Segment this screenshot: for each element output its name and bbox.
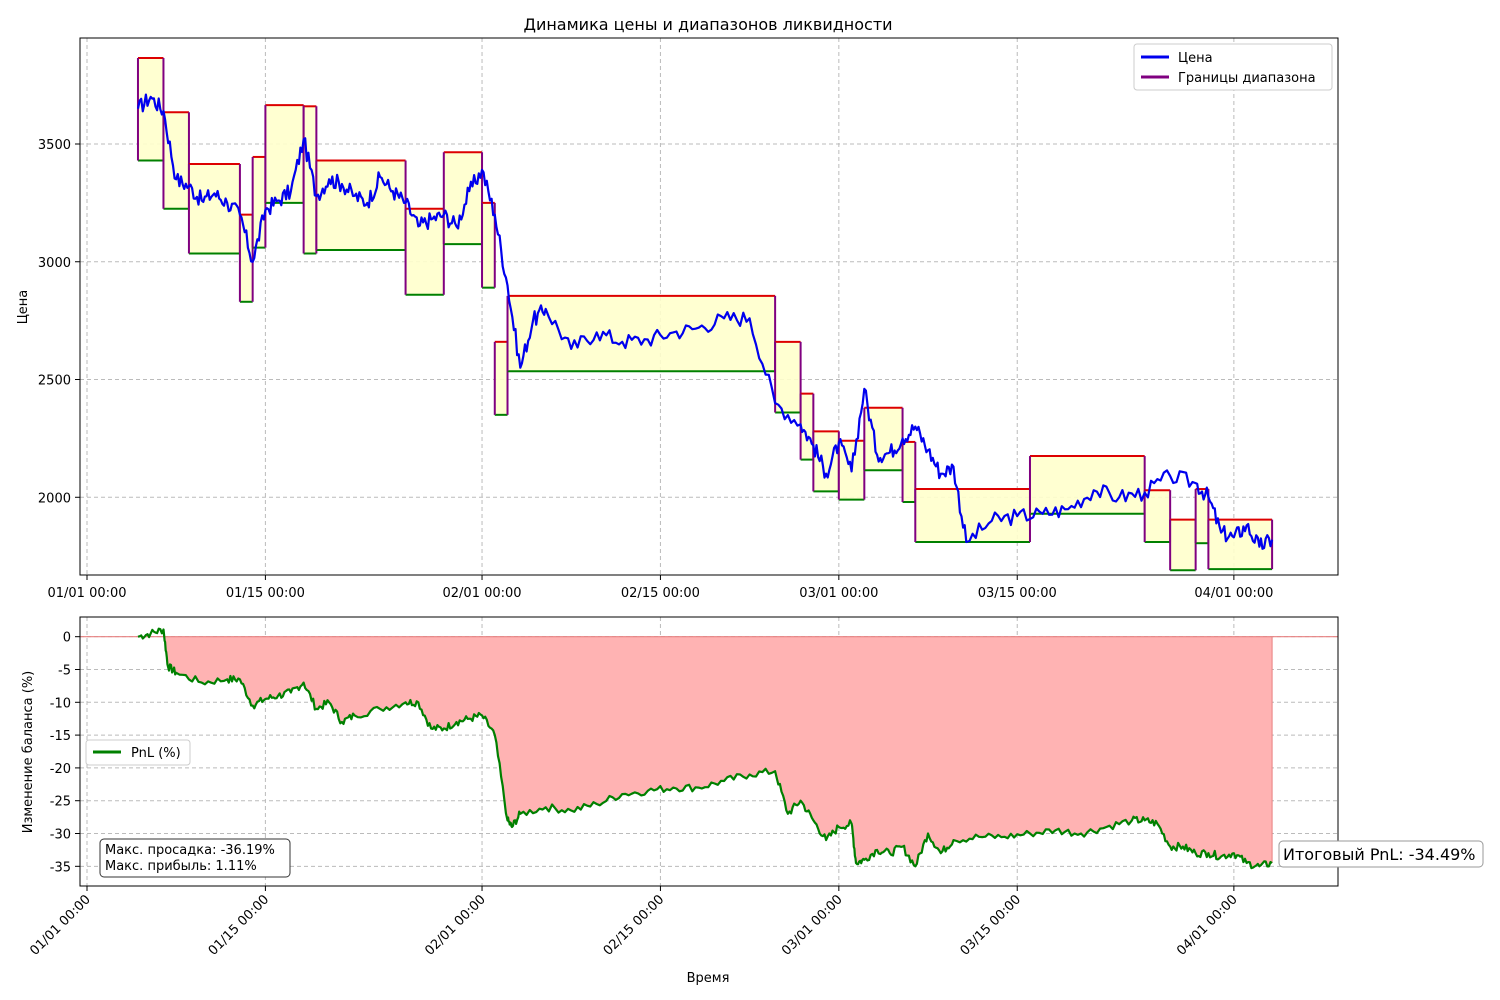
pnl-legend: PnL (%) [85, 739, 191, 766]
range-fill [1195, 489, 1209, 544]
pnl-x-tick-label: 02/01 00:00 [422, 892, 489, 959]
pnl-y-tick-label: -25 [50, 795, 71, 810]
pnl-x-tick-label: 04/01 00:00 [1174, 892, 1241, 959]
pnl-y-tick-label: -20 [50, 762, 71, 777]
stats-box-frame [99, 838, 291, 878]
range-fill [405, 208, 444, 295]
pnl-legend-label: PnL (%) [131, 746, 181, 761]
price-x-tick-label: 01/15 00:00 [226, 586, 305, 601]
price-legend-label: Цена [1178, 51, 1213, 66]
final-pnl-text: Итоговый PnL: -34.49% [1283, 845, 1476, 864]
range-fill [316, 160, 406, 250]
final-pnl-box: Итоговый PnL: -34.49% [1278, 840, 1484, 868]
range-fill [813, 431, 839, 492]
pnl-x-tick-label: 01/01 00:00 [27, 892, 94, 959]
max-profit-text: Макс. прибыль: 1.11% [105, 859, 257, 874]
pnl-plot-frame [79, 616, 1339, 887]
price-plot-frame [79, 37, 1339, 576]
pnl-y-ticks: 0 -5 -10 -15 -20 -25 -30 -35 [50, 631, 80, 875]
pnl-y-tick-label: -5 [58, 663, 71, 678]
range-fill [482, 202, 495, 288]
pnl-y-tick-label: -30 [50, 828, 71, 843]
pnl-x-tick-label: 03/15 00:00 [958, 892, 1025, 959]
drawdown-area [138, 636, 1273, 869]
price-line [136, 93, 1274, 550]
pnl-y-tick-label: 0 [63, 631, 71, 646]
range-fill [265, 105, 304, 203]
price-x-tick-label: 04/01 00:00 [1194, 586, 1273, 601]
pnl-x-tick-label: 02/15 00:00 [601, 892, 668, 959]
range-fill [1029, 456, 1145, 514]
range-fill [188, 164, 240, 254]
price-x-tick-label: 03/01 00:00 [799, 586, 878, 601]
price-y-tick-label: 2000 [38, 491, 71, 506]
price-y-ticks: 2000 2500 3000 3500 [38, 138, 80, 506]
pnl-line [137, 627, 1273, 870]
price-y-axis-label: Цена [16, 290, 31, 325]
range-fill [303, 106, 317, 254]
range-fill [507, 295, 776, 372]
price-y-tick-label: 2500 [38, 374, 71, 389]
price-series [136, 93, 1274, 550]
price-x-tick-label: 01/01 00:00 [47, 586, 126, 601]
range-fill [163, 112, 189, 209]
max-drawdown-text: Макс. просадка: -36.19% [105, 843, 275, 858]
range-boxes [136, 57, 1274, 572]
range-fill [775, 341, 801, 413]
bounds-legend-label: Границы диапазона [1178, 71, 1316, 86]
price-y-tick-label: 3500 [38, 138, 71, 153]
price-chart: Динамика цены и диапазонов ликвидности 0… [16, 15, 1339, 601]
price-x-tick-label: 02/01 00:00 [443, 586, 522, 601]
price-chart-title: Динамика цены и диапазонов ликвидности [523, 15, 892, 34]
stats-box: Макс. просадка: -36.19% Макс. прибыль: 1… [99, 838, 291, 878]
pnl-y-tick-label: -35 [50, 860, 71, 875]
range-fill [800, 393, 814, 460]
final-pnl-frame [1278, 840, 1484, 868]
price-x-ticks: 01/01 00:00 01/15 00:00 02/01 00:00 02/15 0… [47, 575, 1273, 601]
range-fill [1170, 519, 1196, 571]
range-fill [443, 152, 483, 245]
range-fill [252, 156, 266, 248]
pnl-legend-box [85, 739, 191, 766]
range-fill [494, 341, 508, 415]
pnl-x-tick-label: 03/01 00:00 [779, 892, 846, 959]
pnl-chart: 01/01 00:00 01/15 00:00 02/01 00:00 02/15 0… [21, 616, 1484, 986]
price-legend: Цена Границы диапазона [1133, 43, 1333, 91]
pnl-x-axis-label: Время [687, 971, 730, 986]
range-fill [1144, 490, 1171, 543]
price-y-tick-label: 3000 [38, 256, 71, 271]
price-x-tick-label: 02/15 00:00 [621, 586, 700, 601]
pnl-series [80, 627, 1338, 870]
price-legend-box [1133, 43, 1333, 91]
price-x-tick-label: 03/15 00:00 [978, 586, 1057, 601]
pnl-x-ticks: 01/01 00:00 01/15 00:00 02/01 00:00 02/15 0… [27, 886, 1241, 959]
pnl-y-tick-label: -10 [50, 696, 71, 711]
pnl-y-axis-label: Изменение баланса (%) [21, 671, 36, 834]
pnl-x-tick-label: 01/15 00:00 [206, 892, 273, 959]
range-fill [902, 441, 916, 502]
range-fill [239, 214, 253, 302]
pnl-y-tick-label: -15 [50, 729, 71, 744]
